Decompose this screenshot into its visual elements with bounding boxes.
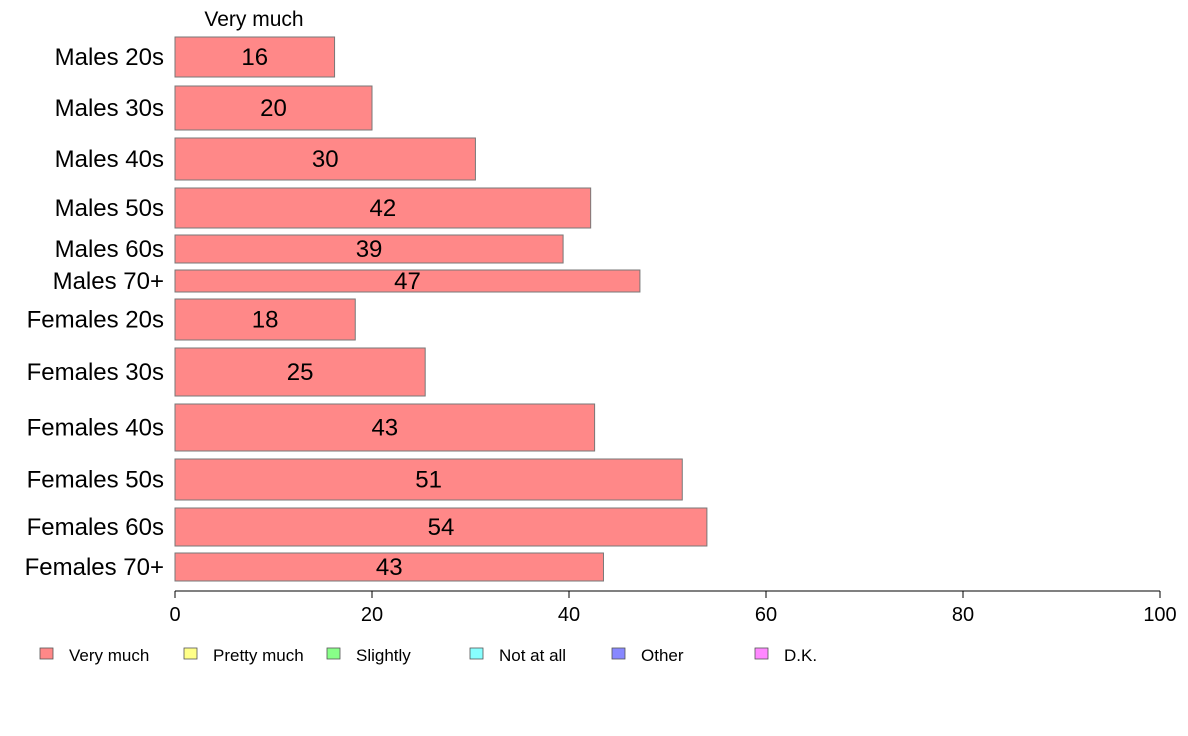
data-label: 30 [312,146,339,173]
legend-swatch [39,647,54,660]
category-label: Females 30s [27,359,164,386]
bar [174,403,596,452]
legend-swatch [754,647,769,660]
bar [174,137,476,181]
legend-swatch [183,647,198,660]
category-label: Females 40s [27,415,164,442]
x-tick-label: 0 [169,604,180,626]
category-label: Males 60s [55,236,164,263]
category-label: Females 50s [27,467,164,494]
bar [174,458,683,501]
legend-label: Other [641,646,684,665]
bar [174,298,356,341]
data-label: 51 [415,467,442,494]
legend-item: Very much [39,646,149,665]
bars-group [174,36,708,582]
data-label: 42 [369,195,396,222]
category-labels: Males 20s Males 30s Males 40s Males 50s Male… [25,44,164,581]
legend-label: Slightly [356,646,411,665]
bar [174,552,604,582]
x-tick-label: 40 [558,604,580,626]
category-label: Males 30s [55,95,164,122]
data-label: 54 [428,514,455,541]
data-label: 20 [260,95,287,122]
legend-item: D.K. [754,646,817,665]
data-label: 18 [252,307,279,334]
bar [174,269,641,293]
category-label: Females 60s [27,514,164,541]
category-label: Males 40s [55,146,164,173]
value-labels: 16 20 30 42 39 47 18 25 43 51 54 43 [241,44,454,581]
x-tick-label: 20 [361,604,383,626]
legend-swatch [326,647,341,660]
bar [174,187,592,229]
data-label: 43 [371,415,398,442]
legend-swatch [611,647,626,660]
x-tick-label: 60 [755,604,777,626]
category-label: Females 70+ [25,554,164,581]
category-label: Males 70+ [53,268,164,295]
legend: Very much Pretty much Slightly Not at all Ot… [39,646,817,665]
legend-item: Slightly [326,646,411,665]
bar [174,85,373,131]
data-label: 16 [241,44,268,71]
series-header: Very much [204,8,303,31]
legend-label: Pretty much [213,646,304,665]
legend-label: D.K. [784,646,817,665]
data-label: 25 [287,359,314,386]
x-tick-label: 80 [952,604,974,626]
category-label: Males 20s [55,44,164,71]
legend-label: Not at all [499,646,566,665]
x-tick-label: 100 [1143,604,1176,626]
bar [174,507,708,547]
category-label: Males 50s [55,195,164,222]
category-label: Females 20s [27,307,164,334]
bar [174,234,564,264]
data-label: 43 [376,554,403,581]
legend-item: Other [611,646,684,665]
bar [174,36,336,78]
bar [174,347,426,397]
data-label: 47 [394,268,421,295]
legend-item: Not at all [469,646,566,665]
legend-swatch [469,647,484,660]
legend-label: Very much [69,646,149,665]
x-axis: 0 20 40 60 80 100 [169,590,1177,626]
data-label: 39 [356,236,383,263]
legend-item: Pretty much [183,646,304,665]
